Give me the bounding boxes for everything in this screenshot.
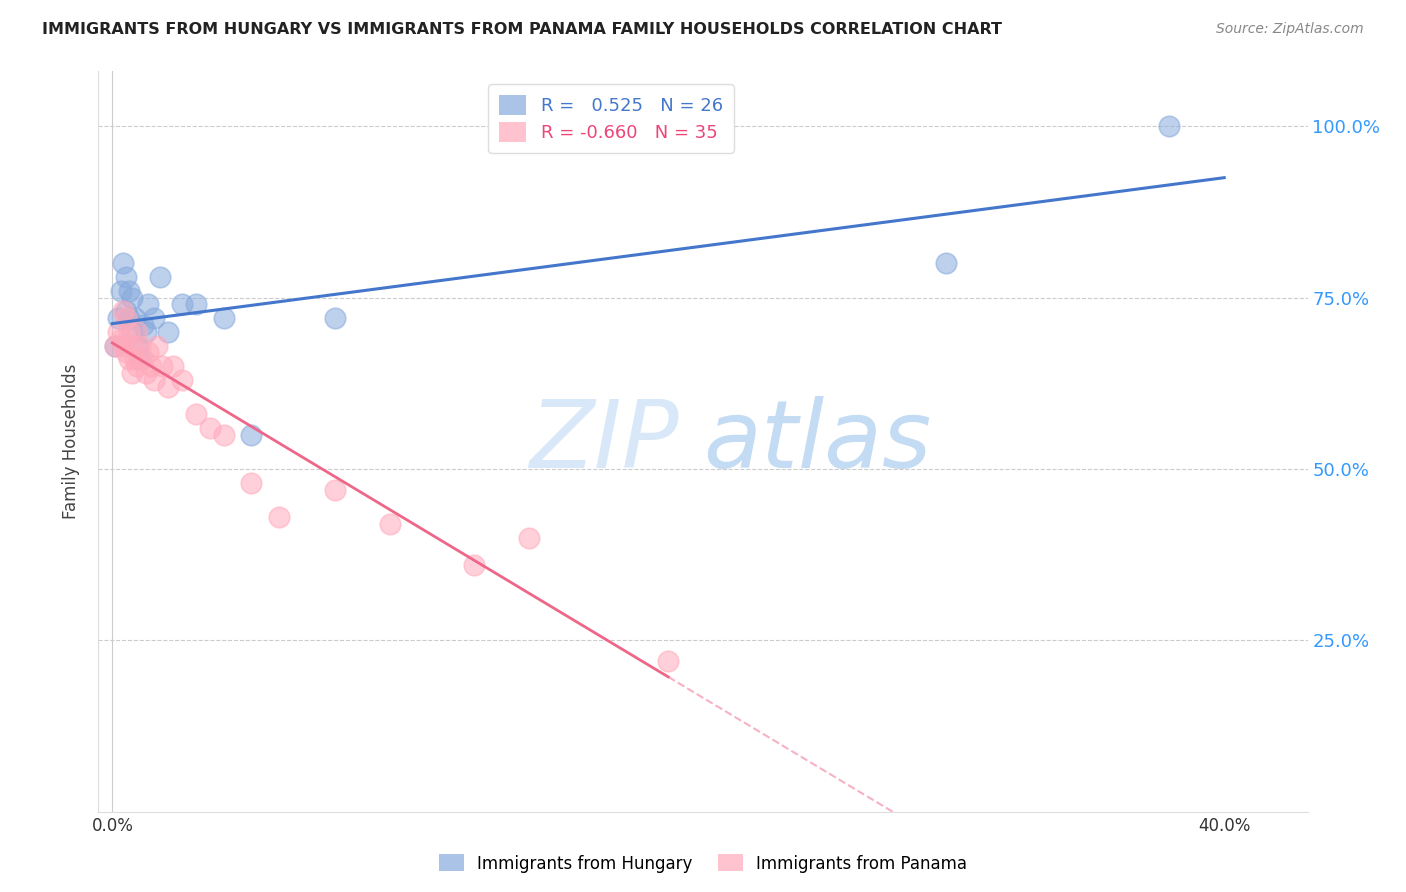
Point: [104, 338, 127, 352]
Point: [138, 345, 160, 359]
Point: [146, 338, 169, 352]
Point: [212, 427, 235, 442]
Point: [118, 325, 141, 339]
Point: [118, 352, 141, 367]
Point: [150, 359, 173, 373]
Point: [162, 359, 184, 373]
Point: [198, 421, 221, 435]
Point: [132, 352, 155, 367]
Point: [110, 284, 132, 298]
Point: [118, 311, 141, 326]
Point: [240, 427, 263, 442]
Point: [118, 284, 141, 298]
Y-axis label: Family Households: Family Households: [62, 364, 80, 519]
Legend: Immigrants from Hungary, Immigrants from Panama: Immigrants from Hungary, Immigrants from…: [432, 847, 974, 880]
Point: [141, 359, 163, 373]
Point: [112, 256, 135, 270]
Point: [135, 366, 157, 380]
Point: [517, 531, 540, 545]
Point: [184, 407, 207, 421]
Point: [148, 270, 170, 285]
Point: [127, 325, 149, 339]
Point: [121, 291, 143, 305]
Point: [269, 510, 291, 524]
Point: [129, 352, 152, 367]
Point: [115, 345, 138, 359]
Point: [132, 318, 155, 332]
Point: [240, 475, 263, 490]
Point: [121, 325, 143, 339]
Legend: R =   0.525   N = 26, R = -0.660   N = 35: R = 0.525 N = 26, R = -0.660 N = 35: [488, 84, 734, 153]
Point: [323, 483, 346, 497]
Point: [184, 297, 207, 311]
Point: [121, 338, 143, 352]
Point: [124, 311, 146, 326]
Point: [463, 558, 485, 572]
Point: [121, 366, 143, 380]
Point: [129, 338, 152, 352]
Point: [112, 304, 135, 318]
Point: [657, 654, 679, 668]
Point: [112, 338, 135, 352]
Point: [156, 325, 179, 339]
Point: [104, 338, 127, 352]
Point: [1157, 119, 1180, 133]
Point: [138, 297, 160, 311]
Text: IMMIGRANTS FROM HUNGARY VS IMMIGRANTS FROM PANAMA FAMILY HOUSEHOLDS CORRELATION : IMMIGRANTS FROM HUNGARY VS IMMIGRANTS FR…: [42, 22, 1002, 37]
Point: [107, 325, 129, 339]
Point: [127, 338, 149, 352]
Text: atlas: atlas: [703, 396, 931, 487]
Point: [380, 516, 402, 531]
Point: [323, 311, 346, 326]
Text: Source: ZipAtlas.com: Source: ZipAtlas.com: [1216, 22, 1364, 37]
Text: ZIP: ZIP: [529, 396, 679, 487]
Point: [115, 270, 138, 285]
Point: [156, 380, 179, 394]
Point: [124, 352, 146, 367]
Point: [135, 325, 157, 339]
Point: [170, 373, 193, 387]
Point: [170, 297, 193, 311]
Point: [115, 304, 138, 318]
Point: [107, 311, 129, 326]
Point: [110, 332, 132, 346]
Point: [127, 359, 149, 373]
Point: [212, 311, 235, 326]
Point: [143, 311, 166, 326]
Point: [115, 311, 138, 326]
Point: [143, 373, 166, 387]
Point: [935, 256, 957, 270]
